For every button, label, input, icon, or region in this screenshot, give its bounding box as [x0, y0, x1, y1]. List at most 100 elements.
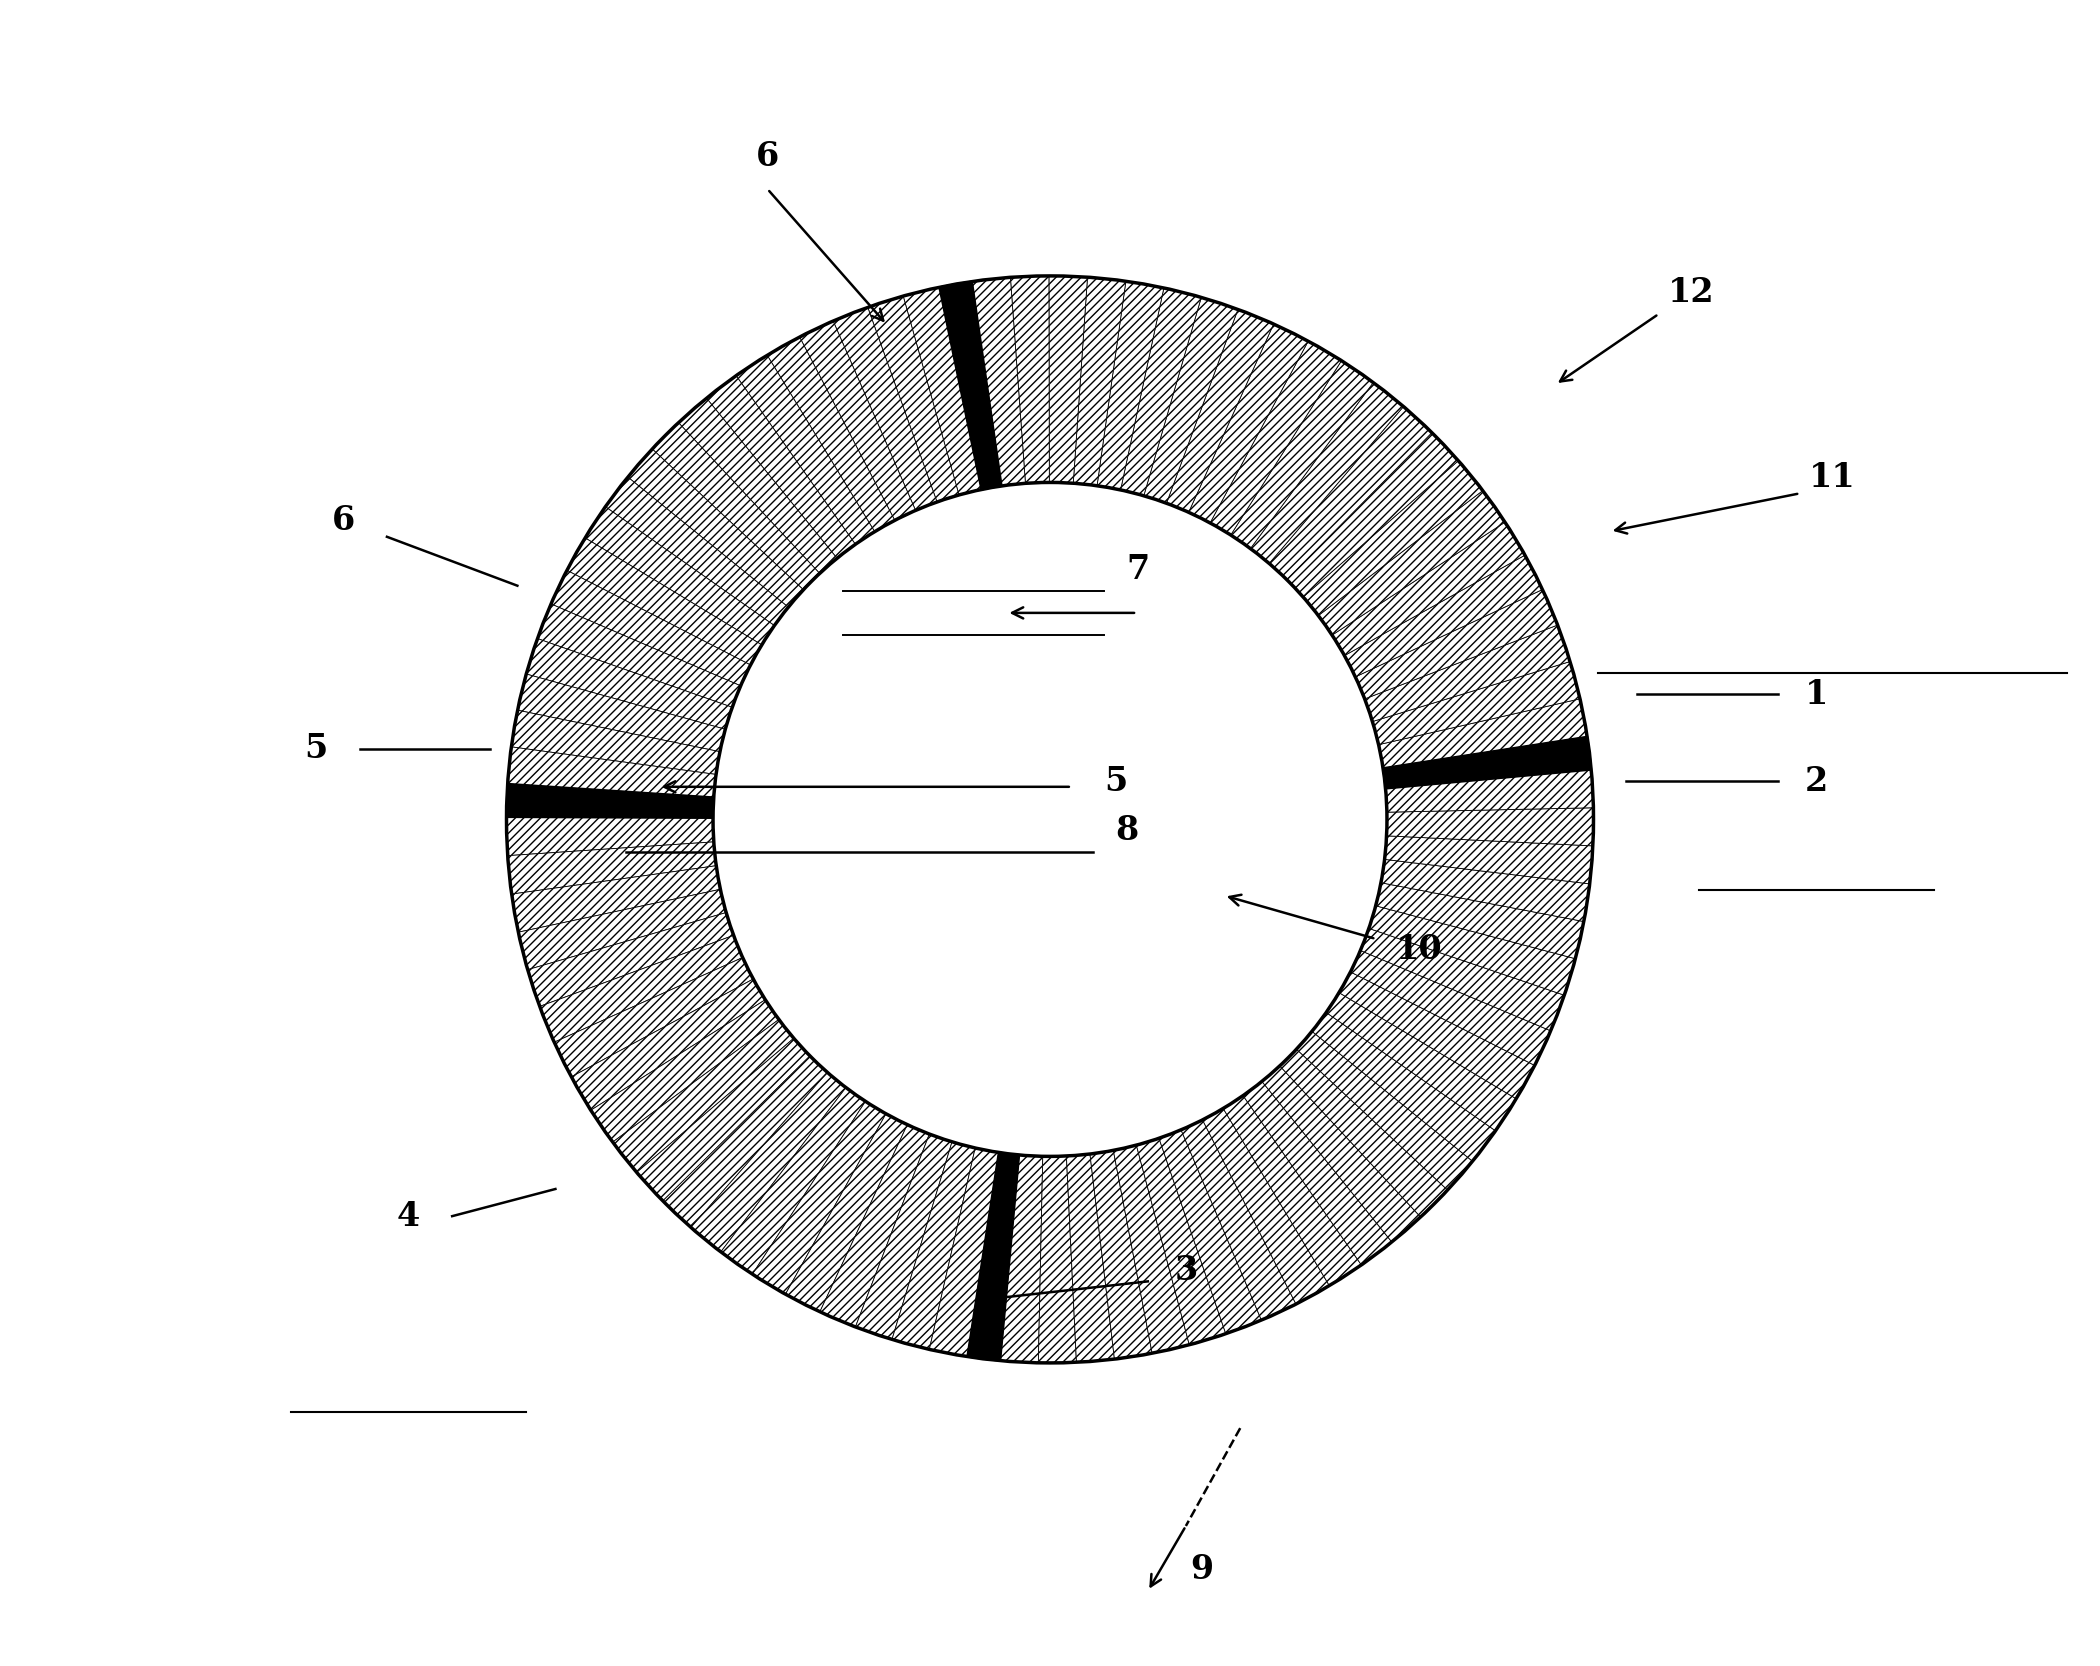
- Polygon shape: [939, 282, 1002, 490]
- Polygon shape: [508, 841, 716, 895]
- Polygon shape: [678, 398, 838, 573]
- Polygon shape: [1287, 433, 1457, 596]
- Polygon shape: [855, 1135, 951, 1339]
- Polygon shape: [1189, 325, 1308, 523]
- Text: 3: 3: [1176, 1254, 1199, 1288]
- Polygon shape: [1180, 1120, 1296, 1319]
- Polygon shape: [527, 913, 733, 1006]
- Polygon shape: [512, 710, 720, 775]
- Polygon shape: [1331, 521, 1525, 656]
- Polygon shape: [800, 322, 916, 520]
- Polygon shape: [613, 1020, 794, 1173]
- Text: 1: 1: [1804, 678, 1827, 711]
- Polygon shape: [737, 355, 876, 545]
- Polygon shape: [1166, 310, 1273, 511]
- Polygon shape: [1222, 1096, 1361, 1286]
- Polygon shape: [1384, 736, 1592, 788]
- Polygon shape: [508, 746, 716, 798]
- Text: 8: 8: [1115, 813, 1138, 846]
- Polygon shape: [1340, 971, 1535, 1100]
- Polygon shape: [1350, 951, 1550, 1065]
- Polygon shape: [1067, 1155, 1115, 1363]
- Polygon shape: [1210, 342, 1342, 535]
- Polygon shape: [1369, 906, 1575, 995]
- Polygon shape: [752, 1101, 886, 1294]
- Polygon shape: [1386, 808, 1594, 846]
- Polygon shape: [636, 1038, 811, 1201]
- Polygon shape: [550, 570, 750, 686]
- Text: 9: 9: [1191, 1553, 1214, 1586]
- Polygon shape: [605, 476, 788, 625]
- Polygon shape: [567, 538, 762, 665]
- Polygon shape: [1136, 1138, 1226, 1344]
- Polygon shape: [571, 980, 764, 1110]
- Polygon shape: [1382, 860, 1590, 921]
- Polygon shape: [1354, 590, 1558, 700]
- Polygon shape: [590, 1000, 779, 1143]
- Polygon shape: [1304, 461, 1483, 615]
- Polygon shape: [1250, 383, 1403, 563]
- Polygon shape: [506, 816, 714, 856]
- Polygon shape: [1096, 282, 1163, 490]
- Text: 4: 4: [397, 1200, 420, 1233]
- Polygon shape: [628, 450, 804, 606]
- Polygon shape: [1268, 407, 1432, 580]
- Polygon shape: [892, 1141, 974, 1349]
- Polygon shape: [1159, 1130, 1262, 1334]
- Polygon shape: [1279, 1050, 1447, 1216]
- Polygon shape: [1361, 928, 1564, 1031]
- Polygon shape: [930, 1148, 1000, 1356]
- Polygon shape: [968, 1153, 1018, 1361]
- Polygon shape: [1327, 993, 1516, 1131]
- Polygon shape: [1000, 1155, 1044, 1363]
- Polygon shape: [1073, 277, 1126, 486]
- Text: 6: 6: [332, 505, 355, 536]
- Polygon shape: [554, 958, 754, 1076]
- Polygon shape: [1010, 277, 1050, 483]
- Polygon shape: [1231, 360, 1373, 548]
- Polygon shape: [538, 605, 741, 708]
- Polygon shape: [834, 308, 937, 510]
- Polygon shape: [527, 638, 733, 730]
- Text: 11: 11: [1810, 460, 1856, 493]
- Polygon shape: [1386, 770, 1594, 813]
- Polygon shape: [517, 675, 724, 751]
- Polygon shape: [1203, 1108, 1329, 1304]
- Polygon shape: [1243, 1081, 1392, 1264]
- Polygon shape: [506, 785, 714, 818]
- Polygon shape: [540, 935, 743, 1043]
- Polygon shape: [1365, 625, 1571, 721]
- Polygon shape: [720, 1088, 865, 1274]
- Text: 10: 10: [1396, 933, 1443, 966]
- Polygon shape: [1037, 1156, 1077, 1363]
- Polygon shape: [867, 297, 960, 501]
- Polygon shape: [586, 506, 775, 645]
- Polygon shape: [1344, 555, 1544, 676]
- Polygon shape: [664, 1056, 827, 1228]
- Polygon shape: [519, 890, 727, 970]
- Polygon shape: [1319, 490, 1506, 635]
- Polygon shape: [1373, 661, 1579, 745]
- Text: 12: 12: [1667, 275, 1714, 308]
- Text: 7: 7: [1126, 553, 1149, 586]
- Text: 6: 6: [756, 140, 779, 173]
- Polygon shape: [972, 277, 1025, 486]
- Polygon shape: [1296, 1031, 1472, 1190]
- Polygon shape: [766, 337, 895, 531]
- Polygon shape: [1090, 1151, 1153, 1359]
- Polygon shape: [1312, 1013, 1495, 1161]
- Polygon shape: [819, 1125, 930, 1326]
- Polygon shape: [1384, 836, 1594, 885]
- Polygon shape: [1113, 1145, 1189, 1353]
- Polygon shape: [1048, 277, 1088, 483]
- Polygon shape: [1262, 1066, 1420, 1241]
- Polygon shape: [653, 423, 819, 590]
- Text: 2: 2: [1804, 765, 1827, 798]
- Polygon shape: [1378, 698, 1588, 768]
- Text: 5: 5: [1105, 765, 1128, 798]
- Polygon shape: [785, 1115, 907, 1311]
- Text: 5: 5: [304, 733, 328, 765]
- Polygon shape: [691, 1073, 846, 1251]
- Circle shape: [714, 483, 1386, 1156]
- Polygon shape: [706, 377, 855, 558]
